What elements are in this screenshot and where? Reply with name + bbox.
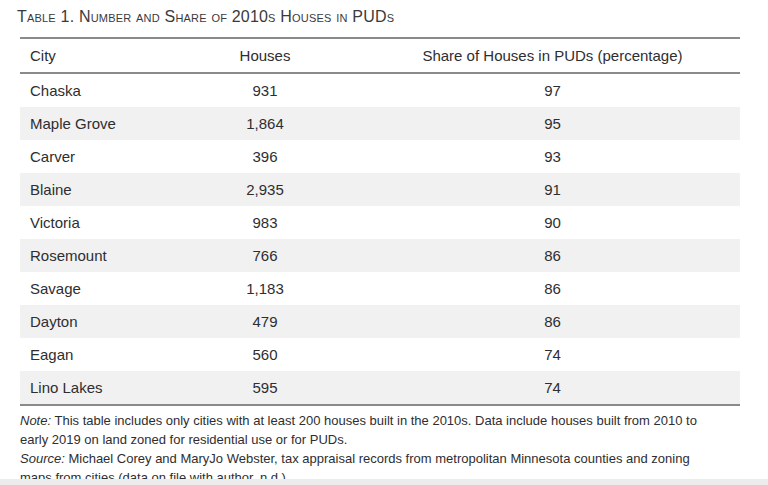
source-label: Source: [20,451,65,466]
table-row: Eagan56074 [20,338,740,371]
table-footnotes: Note: This table includes only cities wi… [20,411,744,485]
source-line-1: Michael Corey and MaryJo Webster, tax ap… [68,451,689,466]
city-cell: Lino Lakes [20,371,165,405]
table-row: Victoria98390 [20,206,740,239]
share-cell: 91 [365,173,740,206]
houses-cell: 2,935 [165,173,365,206]
city-cell: Blaine [20,173,165,206]
share-cell: 86 [365,272,740,305]
houses-cell: 595 [165,371,365,405]
share-cell: 74 [365,338,740,371]
column-header-share: Share of Houses in PUDs (percentage) [365,38,740,73]
table-body: Chaska93197Maple Grove1,86495Carver39693… [20,73,740,405]
houses-cell: 1,183 [165,272,365,305]
share-cell: 86 [365,305,740,338]
city-cell: Maple Grove [20,107,165,140]
table-row: Maple Grove1,86495 [20,107,740,140]
city-cell: Chaska [20,73,165,107]
city-cell: Rosemount [20,239,165,272]
table-row: Lino Lakes59574 [20,371,740,405]
note-line-2: early 2019 on land zoned for residential… [20,432,347,447]
city-cell: Victoria [20,206,165,239]
table-header: City Houses Share of Houses in PUDs (per… [20,38,740,73]
table-title: Table 1. Number and Share of 2010s House… [17,8,768,26]
houses-cell: 983 [165,206,365,239]
table-row: Savage1,18386 [20,272,740,305]
city-cell: Savage [20,272,165,305]
city-cell: Dayton [20,305,165,338]
note-label: Note: [20,413,51,428]
table-row: Carver39693 [20,140,740,173]
puds-table: City Houses Share of Houses in PUDs (per… [20,37,740,406]
table-row: Chaska93197 [20,73,740,107]
houses-cell: 766 [165,239,365,272]
houses-cell: 396 [165,140,365,173]
houses-cell: 560 [165,338,365,371]
page: Table 1. Number and Share of 2010s House… [0,0,768,485]
table-row: Dayton47986 [20,305,740,338]
share-cell: 86 [365,239,740,272]
table-row: Rosemount76686 [20,239,740,272]
houses-cell: 1,864 [165,107,365,140]
share-cell: 95 [365,107,740,140]
header-row: City Houses Share of Houses in PUDs (per… [20,38,740,73]
column-header-houses: Houses [165,38,365,73]
city-cell: Carver [20,140,165,173]
city-cell: Eagan [20,338,165,371]
share-cell: 93 [365,140,740,173]
column-header-city: City [20,38,165,73]
page-bottom-edge [0,479,768,485]
share-cell: 90 [365,206,740,239]
table-row: Blaine2,93591 [20,173,740,206]
note-line-1: This table includes only cities with at … [54,413,696,428]
note-text: Note: This table includes only cities wi… [20,411,744,449]
share-cell: 97 [365,73,740,107]
houses-cell: 479 [165,305,365,338]
share-cell: 74 [365,371,740,405]
houses-cell: 931 [165,73,365,107]
